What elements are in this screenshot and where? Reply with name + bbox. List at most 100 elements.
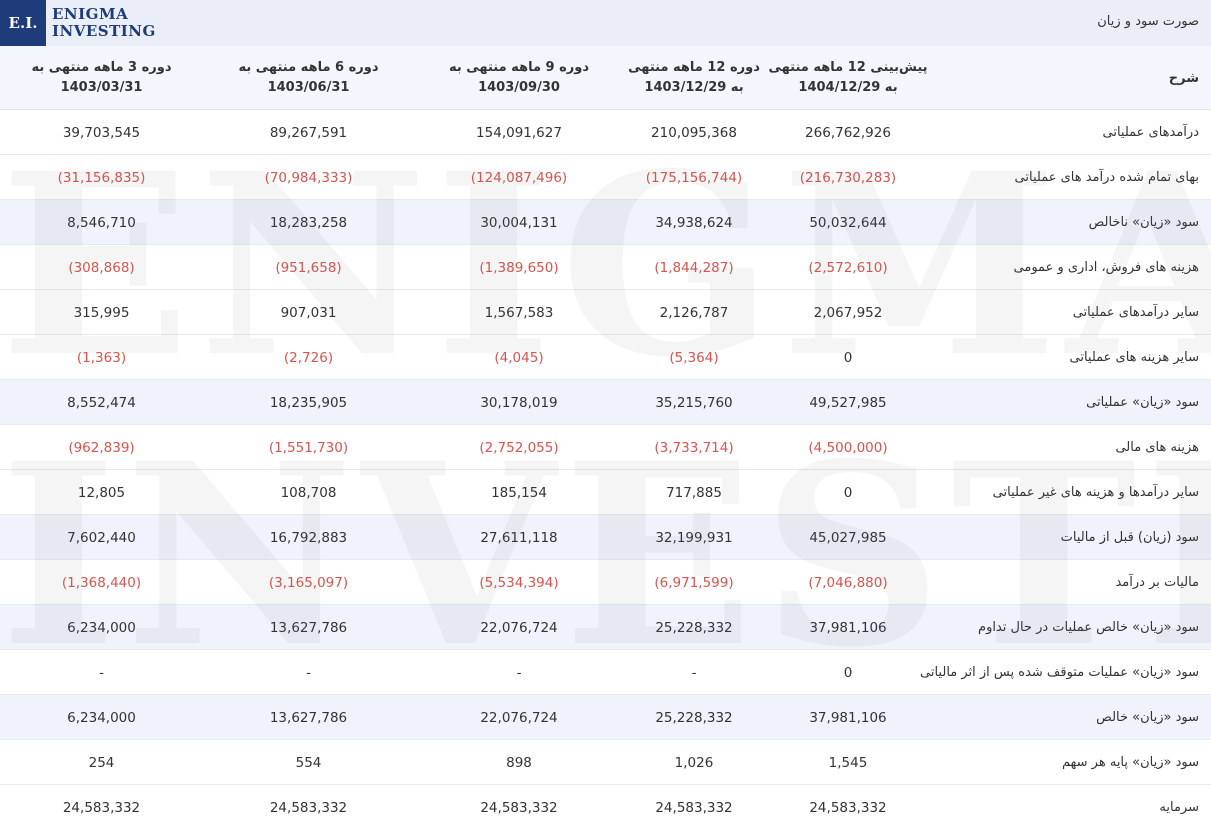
table-cell-v4: 34,938,624	[655, 214, 733, 231]
table-cell-v1: 12,805	[77, 484, 126, 501]
table-cell-v5: 1,545	[828, 754, 868, 771]
table-cell-v5: 0	[843, 664, 853, 681]
table-cell-v1: 7,602,440	[67, 529, 136, 546]
table-cell-v5: 266,762,926	[805, 124, 891, 141]
table-cell-v5: 45,027,985	[809, 529, 887, 546]
table-row: (308,868) (951,658) (1,389,650) (1,844,287)…	[0, 245, 1211, 290]
table-cell-v3: (4,045)	[494, 349, 544, 366]
row-label: سود «زیان» عملیاتی	[1086, 395, 1199, 410]
table-cell-v5: 49,527,985	[809, 394, 887, 411]
table-cell-v1: 315,995	[73, 304, 130, 321]
table-cell-v4: (175,156,744)	[645, 169, 743, 186]
row-label: هزینه های مالی	[1115, 440, 1199, 455]
row-label: سود «زیان» پایه هر سهم	[1062, 755, 1199, 770]
table-cell-v3: 898	[506, 754, 532, 771]
table-row: 7,602,440 16,792,883 27,611,118 32,199,931 4…	[0, 515, 1211, 560]
row-label: سایر درآمدهای عملیاتی	[1072, 305, 1199, 320]
table-cell-v1: 254	[88, 754, 115, 771]
table-cell-v3: (1,389,650)	[479, 259, 559, 276]
table-cell-v4: (1,844,287)	[654, 259, 734, 276]
table-row: 6,234,000 13,627,786 22,076,724 25,228,332 3…	[0, 695, 1211, 740]
table-cell-v3: (5,534,394)	[479, 574, 559, 591]
table-cell-v2: (951,658)	[275, 259, 342, 276]
table-cell-v4: 32,199,931	[655, 529, 733, 546]
table-row: (1,363) (2,726) (4,045) (5,364) 0 سایر هزینه …	[0, 335, 1211, 380]
table-cell-v5: (216,730,283)	[799, 169, 897, 186]
page-title: صورت سود و زیان	[1097, 14, 1199, 29]
logo-mark: E.I.	[0, 0, 46, 46]
row-label: سود «زیان» خالص عملیات در حال تداوم	[978, 620, 1199, 635]
table-cell-v1: 6,234,000	[67, 709, 136, 726]
table-cell-v1: 8,552,474	[67, 394, 136, 411]
table-cell-v3: 30,004,131	[480, 214, 558, 231]
column-header-label: شرح	[1168, 70, 1199, 86]
table-cell-v4: 717,885	[666, 484, 722, 501]
row-label: سایر درآمدها و هزینه های غیر عملیاتی	[992, 485, 1199, 500]
table-cell-v2: (3,165,097)	[268, 574, 349, 591]
table-header: دوره 3 ماهه منتهی به 1403/03/31 دوره 6 م…	[0, 46, 1211, 110]
table-cell-v2: 18,283,258	[269, 214, 348, 231]
row-label: سرمایه	[1159, 800, 1199, 815]
table-row: 315,995 907,031 1,567,583 2,126,787 2,067,95…	[0, 290, 1211, 335]
table-cell-v2: 18,235,905	[269, 394, 348, 411]
table-cell-v1: (1,368,440)	[61, 574, 142, 591]
table-cell-v3: (2,752,055)	[479, 439, 559, 456]
table-cell-v3: 22,076,724	[480, 709, 558, 726]
logo-line-2: INVESTING	[52, 22, 156, 40]
table-cell-v4: 25,228,332	[655, 619, 733, 636]
table-cell-v5: 24,583,332	[809, 799, 887, 816]
table-cell-v2: 13,627,786	[269, 709, 348, 726]
column-header-12-month[interactable]: دوره 12 ماهه منتهی به 1403/12/29	[628, 60, 760, 95]
column-header-9-month[interactable]: دوره 9 ماهه منتهی به 1403/09/30	[448, 60, 590, 95]
row-label: مالیات بر درآمد	[1115, 575, 1199, 590]
table-cell-v4: 210,095,368	[651, 124, 737, 141]
logo-line-1: ENIGMA	[52, 5, 129, 23]
table-cell-v3: 154,091,627	[476, 124, 562, 141]
table-cell-v4: (3,733,714)	[654, 439, 734, 456]
table-row: 12,805 108,708 185,154 717,885 0 سایر درآمدها…	[0, 470, 1211, 515]
table-cell-v2: 13,627,786	[269, 619, 348, 636]
table-row: 24,583,332 24,583,332 24,583,332 24,583,332…	[0, 785, 1211, 822]
table-cell-v5: 37,981,106	[809, 619, 887, 636]
table-cell-v1: 8,546,710	[67, 214, 136, 231]
table-cell-v2: -	[306, 664, 311, 681]
table-cell-v4: 25,228,332	[655, 709, 733, 726]
column-header-6-month[interactable]: دوره 6 ماهه منتهی به 1403/06/31	[238, 60, 379, 95]
table-cell-v3: 24,583,332	[480, 799, 558, 816]
table-row: 254 554 898 1,026 1,545 سود «زیان» پایه هر سه…	[0, 740, 1211, 785]
table-row: (31,156,835) (70,984,333) (124,087,496) (17…	[0, 155, 1211, 200]
table-cell-v5: (7,046,880)	[808, 574, 888, 591]
table-cell-v2: (1,551,730)	[268, 439, 349, 456]
table-row: (1,368,440) (3,165,097) (5,534,394) (6,971,…	[0, 560, 1211, 605]
table-row: 39,703,545 89,267,591 154,091,627 210,095,3…	[0, 110, 1211, 155]
table-cell-v5: 50,032,644	[809, 214, 887, 231]
row-label: سود (زیان) قبل از مالیات	[1060, 530, 1199, 545]
table-cell-v1: 24,583,332	[62, 799, 141, 816]
table-cell-v3: 1,567,583	[484, 304, 554, 321]
column-header-3-month[interactable]: دوره 3 ماهه منتهی به 1403/03/31	[31, 60, 172, 95]
table-cell-v1: 6,234,000	[67, 619, 136, 636]
table-cell-v5: (2,572,610)	[808, 259, 888, 276]
table-cell-v4: (5,364)	[669, 349, 719, 366]
table-cell-v4: 1,026	[674, 754, 714, 771]
table-cell-v3: (124,087,496)	[470, 169, 568, 186]
row-label: سود «زیان» عملیات متوقف شده پس از اثر ما…	[920, 665, 1199, 680]
table-cell-v1: 39,703,545	[62, 124, 141, 141]
row-label: بهای تمام شده درآمد های عملیاتی	[1014, 170, 1199, 185]
table-cell-v4: -	[691, 664, 697, 681]
logo[interactable]: E.I. ENIGMA INVESTING	[0, 0, 156, 46]
table-cell-v5: (4,500,000)	[808, 439, 888, 456]
table-cell-v2: (70,984,333)	[264, 169, 353, 186]
table-cell-v3: -	[516, 664, 522, 681]
logo-wordmark: ENIGMA INVESTING	[52, 6, 156, 40]
table-cell-v1: (1,363)	[76, 349, 127, 366]
row-label: سایر هزینه های عملیاتی	[1069, 350, 1200, 365]
title-bar: E.I. ENIGMA INVESTING صورت سود و زیان	[0, 0, 1211, 46]
table-cell-v4: 35,215,760	[655, 394, 733, 411]
table-cell-v5: 2,067,952	[813, 304, 883, 321]
table-cell-v2: 907,031	[280, 304, 337, 321]
table-cell-v2: 16,792,883	[269, 529, 348, 546]
table-cell-v2: 554	[295, 754, 322, 771]
column-header-forecast[interactable]: پیش‌بینی 12 ماهه منتهی به 1404/12/29	[768, 60, 928, 95]
table-cell-v3: 30,178,019	[480, 394, 558, 411]
